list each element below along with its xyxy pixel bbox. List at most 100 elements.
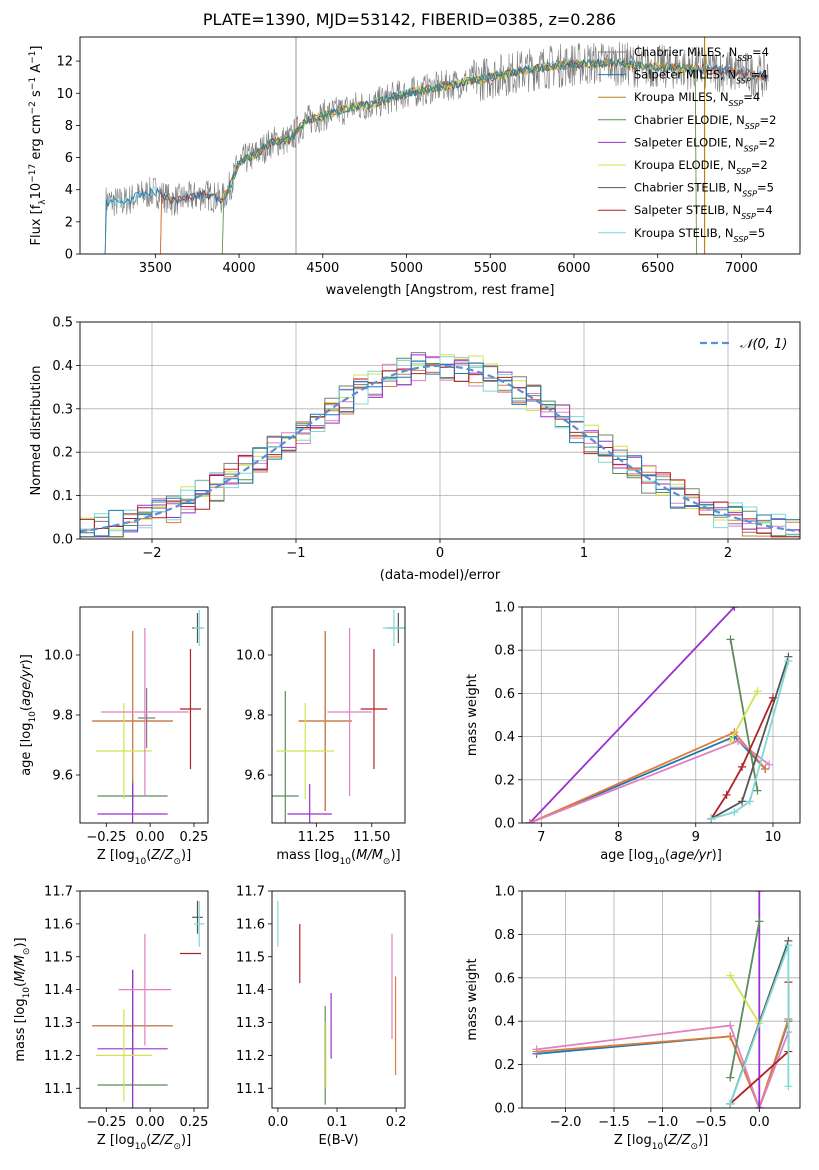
weight_vs_Z-point [726,1099,735,1108]
figure-title: PLATE=1390, MJD=53142, FIBERID=0385, z=0… [202,10,617,29]
spectrum-ytick-label: 6 [65,151,73,166]
weight_vs_age-series-line [529,607,736,823]
spectrum-ytick-label: 4 [65,183,73,198]
mass_vs_Z-plot-area [92,900,205,1108]
weight_vs_age-axes: 7 8 9 10 0.0 0.2 0.4 0.6 0.8 1.0 age [log10(age/yr… [465,601,801,867]
legend-label: Chabrier ELODIE, NSSP=2 [634,113,776,131]
weight_vs_Z-ytick-label: 1.0 [494,885,515,900]
weight_vs_age-point [730,607,739,611]
weight_vs_age-ytick-label: 0.8 [494,644,515,659]
mass_vs_ebv-plot-area [277,900,397,1105]
mass_vs_ebv-xlabel: E(B-V) [318,1133,358,1148]
weight_vs_age-point [734,736,743,745]
spectrum-plot-area [104,37,769,254]
residuals-ytick-label: 0.5 [52,316,73,331]
weight_vs_Z-point [726,971,735,980]
weight_vs_age-series-line [710,697,774,820]
weight_vs_age-xtick-label: 10 [765,830,782,845]
mass_vs_ebv-axes: 0.0 0.1 0.2 11.1 11.2 11.3 11.4 11.5 11.6 11.7 E(B… [236,885,406,1149]
age_vs_mass-xtick-label: 11.50 [353,830,390,845]
residuals-xtick-label: 0 [436,546,444,561]
spectrum-xtick-label: 4500 [306,261,339,276]
age_vs_Z-ylabel: age [log10(age/yr)] [19,654,38,776]
mass_vs_Z-ytick-label: 11.4 [44,983,73,998]
weight_vs_age-point [784,657,793,665]
weight_vs_age-point [730,808,739,817]
weight_vs_age-point [726,736,735,745]
age_vs_Z-xtick-label: 0.00 [136,830,165,845]
weight_vs_age-ytick-label: 0.4 [494,730,515,745]
mass_vs_ebv-xtick-label: 0.0 [268,1115,289,1130]
weight_vs_Z-point [726,1021,735,1030]
weight_vs_Z-frame [521,890,801,1109]
weight_vs_Z-point [532,1045,541,1054]
weight_vs_Z-xtick-label: −1.5 [598,1115,630,1130]
spectrum-xlabel: wavelength [Angstrom, rest frame] [326,283,555,298]
legend-label: Chabrier MILES, NSSP=4 [634,45,769,63]
gauss-legend-label: 𝒩(0, 1) [740,337,787,352]
legend-label: Salpeter MILES, NSSP=4 [634,68,768,86]
mass_vs_Z-ytick-label: 11.3 [44,1016,73,1031]
weight_vs_Z-series-line [729,975,761,1024]
mass_vs_ebv-frame [271,890,406,1109]
mass_vs_ebv-ytick-label: 11.3 [236,1016,265,1031]
residuals-plot-area [80,322,800,539]
mass_vs_ebv-ytick-label: 11.6 [236,917,265,932]
spectrum-xtick-label: 5500 [474,261,507,276]
age_vs_mass-ytick-label: 10.0 [236,649,265,664]
mass_vs_Z-xtick-label: 0.25 [179,1115,208,1130]
weight_vs_age-point [707,814,716,823]
residuals-frame [79,321,801,540]
weight_vs_age-point [753,786,762,795]
residuals-axes: −2 −1 0 1 2 0.0 0.1 0.2 0.3 0.4 0.5 (data-model)/er… [29,316,801,583]
spectrum-ytick-label: 0 [65,248,73,263]
weight_vs_age-xtick-label: 8 [614,830,622,845]
spectrum-legend: Chabrier MILES, NSSP=4 Salpeter MILES, NS… [598,45,776,243]
legend-label: Kroupa ELODIE, NSSP=2 [634,158,768,176]
mass_vs_Z-ytick-label: 11.1 [44,1082,73,1097]
mass_vs_ebv-xtick-label: 0.1 [327,1115,348,1130]
age_vs_Z-axes: −0.25 0.00 0.25 9.6 9.8 10.0 Z [log10(Z/Z⊙)] ag… [19,606,209,867]
age_vs_Z-ytick-label: 10.0 [44,649,73,664]
weight_vs_Z-plot-area [522,891,800,1108]
spectrum-xtick-label: 5000 [390,261,423,276]
age_vs_Z-xtick-label: 0.25 [179,830,208,845]
spectrum-xtick-label: 6000 [557,261,590,276]
residual-histogram [80,356,800,535]
mass_vs_Z-xlabel: Z [log10(Z/Z⊙)] [97,1133,191,1152]
weight_vs_Z-point [755,891,764,895]
weight_vs_Z-xtick-label: −1.0 [647,1115,679,1130]
spectrum-series [104,41,769,254]
mass_vs_Z-ytick-label: 11.5 [44,950,73,965]
legend-label: Kroupa STELIB, NSSP=5 [634,226,765,244]
weight_vs_Z-ytick-label: 0.6 [494,971,515,986]
weight_vs_age-point [738,762,747,771]
residuals-xtick-label: 2 [724,546,732,561]
weight_vs_age-ytick-label: 0.2 [494,773,515,788]
age_vs_Z-xtick-label: −0.25 [86,830,126,845]
weight_vs_Z-axes: −2.0 −1.5 −1.0 −0.5 0.0 0.0 0.2 0.4 0.6 0.8 1.0 Z [… [465,885,801,1152]
residuals-ytick-label: 0.3 [52,402,73,417]
age_vs_Z-ytick-label: 9.6 [52,769,73,784]
weight_vs_age-point [765,760,774,769]
weight_vs_Z-point [784,941,793,950]
residuals-ytick-label: 0.2 [52,446,73,461]
age_vs_mass-xlabel: mass [log10(M/M⊙)] [276,848,400,867]
weight_vs_age-ytick-label: 1.0 [494,601,515,616]
mass_vs_ebv-ytick-label: 11.2 [236,1049,265,1064]
age_vs_mass-plot-area [272,610,405,823]
weight_vs_Z-xlabel: Z [log10(Z/Z⊙)] [614,1133,708,1152]
legend-label: Salpeter ELODIE, NSSP=2 [634,135,775,153]
residuals-xlabel: (data-model)/error [380,568,501,583]
weight_vs_Z-ytick-label: 0.0 [494,1102,515,1117]
mass_vs_ebv-ytick-label: 11.5 [236,950,265,965]
spectrum-xtick-label: 3500 [139,261,172,276]
weight_vs_Z-point [726,1073,735,1082]
spectrum-frame [79,36,801,255]
age_vs_Z-xlabel: Z [log10(Z/Z⊙)] [97,848,191,867]
spectrum-series [221,57,705,254]
mass_vs_Z-frame [79,890,209,1109]
weight_vs_age-xlabel: age [log10(age/yr)] [600,848,722,867]
mass_vs_Z-ytick-label: 11.2 [44,1049,73,1064]
